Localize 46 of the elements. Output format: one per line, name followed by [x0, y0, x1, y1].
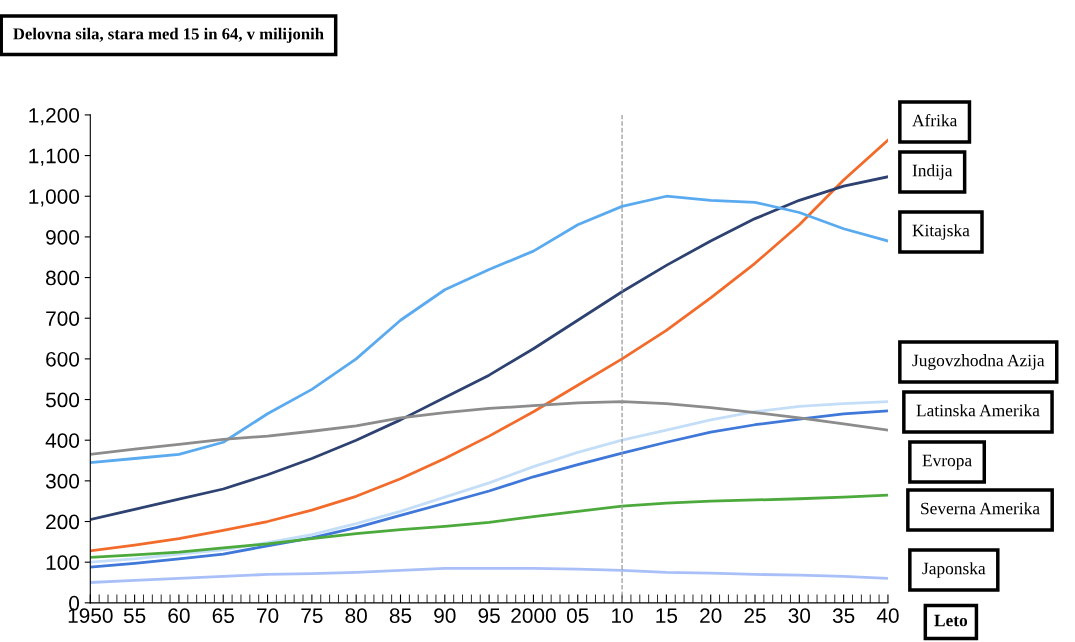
line-series [90, 493, 888, 559]
series-label: Afrika [912, 113, 958, 127]
x-tick-label: 65 [212, 608, 234, 623]
x-tick-label: 85 [389, 608, 412, 623]
series-label: Kitajska [912, 224, 970, 240]
line-series [90, 175, 888, 521]
x-tick-label: 05 [566, 608, 589, 623]
x-tick-label: 60 [168, 608, 190, 623]
series-label: Indija [912, 164, 953, 180]
y-tick-label: 600 [46, 351, 80, 367]
y-tick-label: 1,100 [29, 148, 80, 166]
chart-title: Delovna sila, stara med 15 in 64, v milijonih [13, 27, 324, 43]
x-tick-label: 15 [656, 608, 678, 623]
series-label: Severna Amerika [921, 502, 1040, 515]
x-tick-label: 55 [123, 608, 146, 623]
text: Jugovzhodna Azija [912, 354, 1045, 370]
line-series [90, 566, 888, 584]
line-series [90, 194, 888, 464]
x-axis-title: Leto [934, 614, 968, 627]
x-tick-label: 75 [301, 608, 323, 623]
x-tick-label: 25 [744, 608, 766, 623]
series-label: Latinska Amerika [916, 404, 1040, 417]
line-series [90, 400, 888, 456]
y-tick-label: 800 [46, 270, 80, 286]
x-tick-label: 35 [832, 608, 855, 623]
x-tick-label: 80 [345, 608, 367, 623]
series-label: Japonska [922, 562, 986, 578]
y-tick-label: 700 [46, 311, 80, 326]
y-tick-label: 400 [45, 433, 80, 448]
y-tick-label: 1,200 [29, 107, 80, 126]
y-tick-label: 100 [46, 555, 80, 570]
x-tick-label: 95 [478, 608, 500, 623]
y-tick-label: 500 [45, 392, 80, 408]
x-tick-label: 40 [876, 608, 899, 623]
x-tick-label: 10 [612, 608, 633, 623]
line-series [90, 138, 888, 553]
x-tick-label: 90 [434, 608, 456, 623]
y-tick-label: 300 [45, 473, 80, 489]
text: Evropa [922, 454, 972, 470]
y-tick-label: 900 [46, 229, 80, 245]
x-tick-label: 30 [788, 608, 811, 623]
x-tick-label: 70 [257, 608, 279, 623]
x-tick-label: 2000 [511, 608, 556, 623]
y-tick-label: 200 [46, 514, 80, 530]
y-tick-label: 1,000 [29, 189, 80, 207]
x-tick-label: 20 [700, 608, 722, 623]
